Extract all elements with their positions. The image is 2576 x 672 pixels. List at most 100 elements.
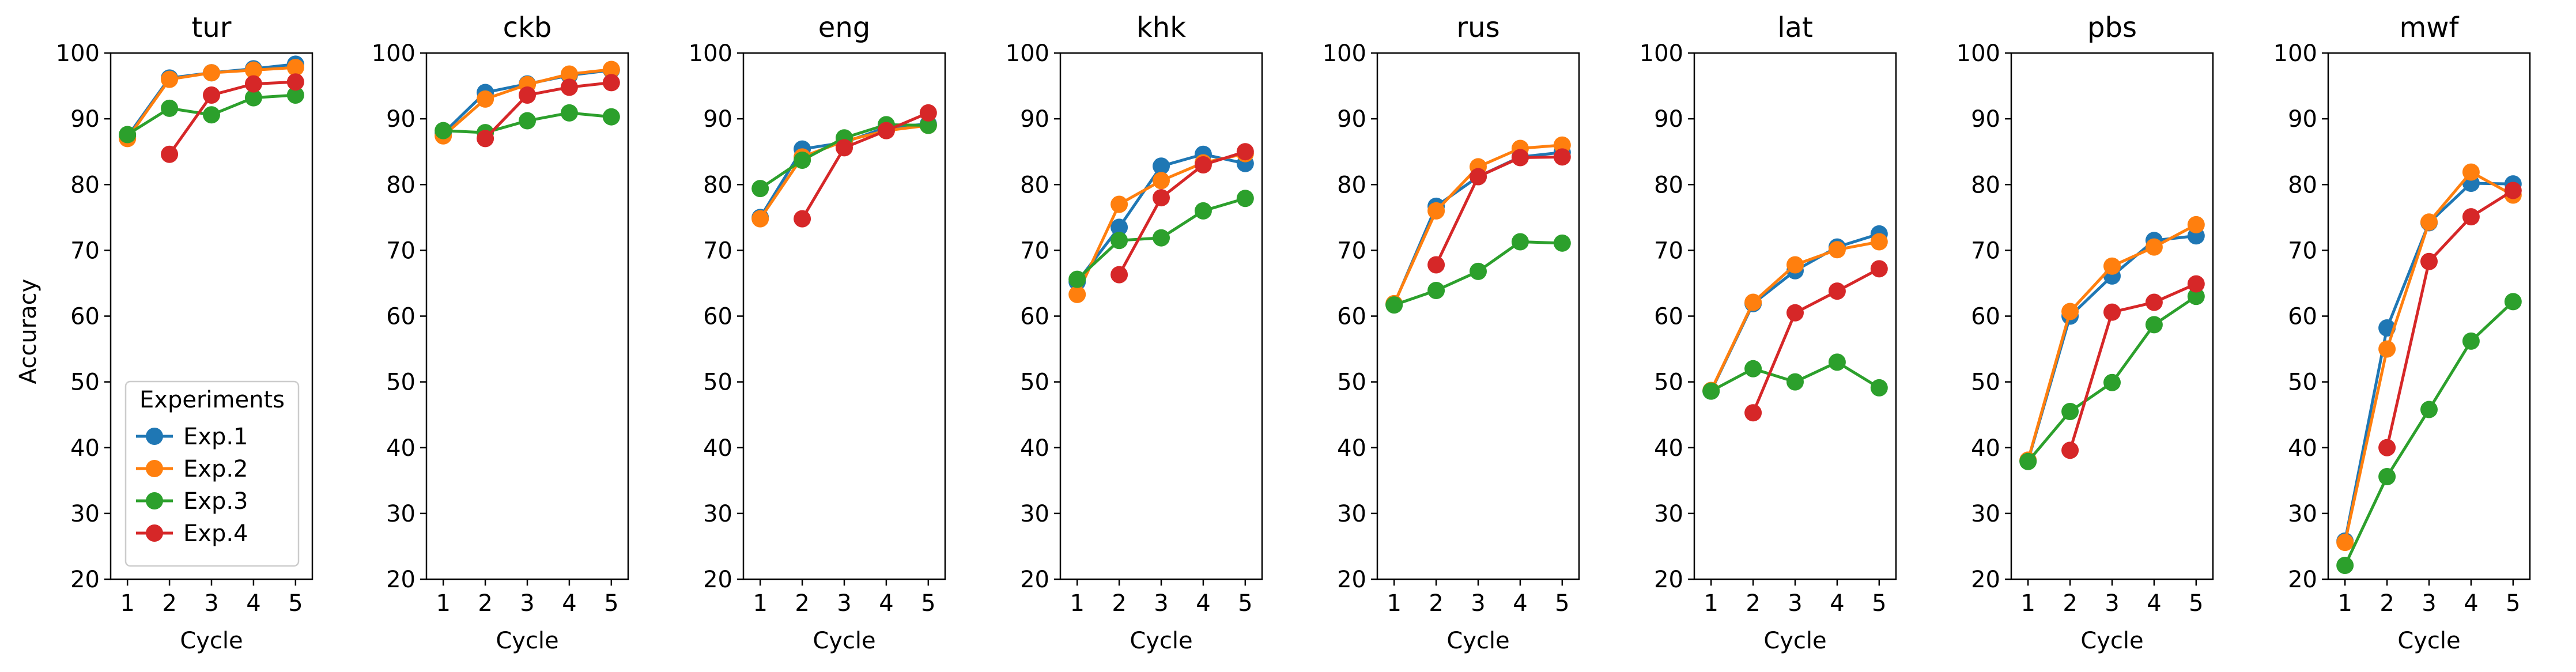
x-tick-label: 4	[562, 590, 576, 617]
x-tick-label: 4	[879, 590, 893, 617]
y-tick-label: 80	[1020, 172, 1049, 198]
plot-frame	[1376, 52, 1580, 580]
series-line-exp4	[484, 81, 613, 140]
legend-label: Exp.3	[183, 488, 248, 515]
data-point-exp3	[1553, 234, 1571, 252]
y-tick-label: 60	[703, 304, 732, 330]
data-point-exp3	[2103, 373, 2121, 391]
panel-mwf: mwf 20 30 40 50 60 70 80 90 100 1 2 3 4 5 Cycle	[2273, 12, 2531, 654]
x-tick-label: 5	[1555, 590, 1569, 617]
x-tick-label: 1	[1070, 590, 1084, 617]
legend-entry-exp3: Exp.3	[136, 488, 248, 515]
data-point-exp3	[519, 112, 536, 130]
data-point-exp4	[244, 75, 262, 93]
data-point-exp2	[2103, 257, 2121, 275]
legend-entry-exp4: Exp.4	[136, 520, 248, 547]
panel-title: ckb	[503, 12, 552, 44]
legend-marker	[146, 492, 163, 509]
data-point-exp2	[2061, 303, 2079, 320]
y-tick-label: 30	[1654, 501, 1683, 527]
y-tick-label: 40	[2288, 435, 2317, 462]
y-tick-label: 90	[2288, 106, 2317, 133]
legend-label: Exp.1	[183, 424, 248, 450]
y-tick-label: 80	[2288, 172, 2317, 198]
data-point-exp4	[1553, 148, 1571, 166]
data-point-exp3	[161, 99, 179, 117]
x-axis-label: Cycle	[2080, 628, 2143, 654]
data-point-exp4	[1870, 260, 1888, 278]
data-point-exp4	[1236, 143, 1254, 161]
data-point-exp3	[2061, 402, 2079, 420]
x-tick-label: 2	[478, 590, 492, 617]
legend-entry-exp2: Exp.2	[136, 456, 248, 482]
legend-entries: Exp.1 Exp.2 Exp.3 Exp.4	[136, 424, 248, 547]
data-point-exp3	[751, 180, 769, 198]
y-tick-label: 80	[1971, 172, 2000, 198]
x-tick-label: 3	[837, 590, 851, 617]
data-point-exp3	[2145, 316, 2163, 334]
data-point-exp2	[161, 70, 179, 88]
y-tick-label: 100	[689, 40, 732, 67]
y-tick-label: 20	[1654, 567, 1683, 593]
legend-label: Exp.2	[183, 456, 248, 482]
y-tick-label: 90	[703, 106, 732, 133]
panel-title: lat	[1777, 12, 1813, 44]
x-axis-label: Cycle	[180, 628, 243, 654]
data-point-exp4	[2061, 441, 2079, 459]
data-point-exp4	[2187, 275, 2205, 293]
data-point-exp3	[2504, 293, 2522, 311]
panel-pbs: pbs 20 30 40 50 60 70 80 90 100 1 2 3 4 5 Cycle	[1956, 12, 2214, 654]
legend-marker	[146, 428, 163, 445]
data-point-exp2	[1153, 172, 1170, 190]
x-tick-label: 1	[1704, 590, 1718, 617]
y-tick-label: 70	[1971, 237, 2000, 264]
data-point-exp3	[244, 89, 262, 107]
y-tick-label: 60	[1020, 304, 1049, 330]
data-point-exp4	[2504, 182, 2522, 199]
x-tick-label: 5	[921, 590, 935, 617]
panel-title: rus	[1456, 12, 1499, 44]
y-tick-label: 60	[386, 304, 416, 330]
data-point-exp3	[435, 122, 452, 139]
data-point-exp4	[877, 122, 895, 139]
x-tick-label: 1	[2020, 590, 2035, 617]
x-tick-label: 3	[2422, 590, 2436, 617]
x-axis-label: Cycle	[1763, 628, 1826, 654]
y-tick-label: 60	[2288, 304, 2317, 330]
data-point-exp4	[203, 86, 220, 104]
data-point-exp3	[1153, 229, 1170, 247]
plot-frame	[1059, 52, 1263, 580]
data-point-exp2	[2378, 340, 2396, 358]
x-axis-label: Cycle	[496, 628, 558, 654]
y-tick-label: 80	[1337, 172, 1366, 198]
y-tick-label: 40	[1020, 435, 1049, 462]
legend-frame	[124, 380, 300, 567]
data-point-exp2	[2187, 216, 2205, 233]
x-tick-label: 3	[2105, 590, 2119, 617]
x-tick-label: 2	[1112, 590, 1126, 617]
x-axis-label: Cycle	[1130, 628, 1192, 654]
data-point-exp2	[1427, 202, 1445, 220]
x-tick-label: 3	[204, 590, 218, 617]
y-tick-label: 60	[70, 304, 100, 330]
y-tick-label: 30	[1020, 501, 1049, 527]
legend-entry-exp1: Exp.1	[136, 424, 248, 450]
y-tick-label: 100	[56, 40, 100, 67]
data-point-exp2	[2420, 213, 2438, 231]
y-tick-label: 30	[70, 501, 100, 527]
series-line-exp4	[2068, 282, 2198, 452]
y-tick-label: 90	[1654, 106, 1683, 133]
data-point-exp1	[1111, 218, 1128, 236]
x-tick-label: 1	[1387, 590, 1401, 617]
data-point-exp3	[119, 126, 137, 144]
x-tick-label: 5	[2506, 590, 2520, 617]
data-point-exp3	[2378, 467, 2396, 485]
data-point-exp2	[203, 64, 220, 82]
y-tick-label: 40	[1654, 435, 1683, 462]
y-tick-label: 100	[1640, 40, 1683, 67]
data-point-exp2	[1744, 293, 1762, 311]
data-point-exp4	[794, 210, 811, 228]
data-point-exp2	[2145, 238, 2163, 256]
data-point-exp3	[1828, 353, 1846, 371]
x-tick-label: 5	[288, 590, 303, 617]
